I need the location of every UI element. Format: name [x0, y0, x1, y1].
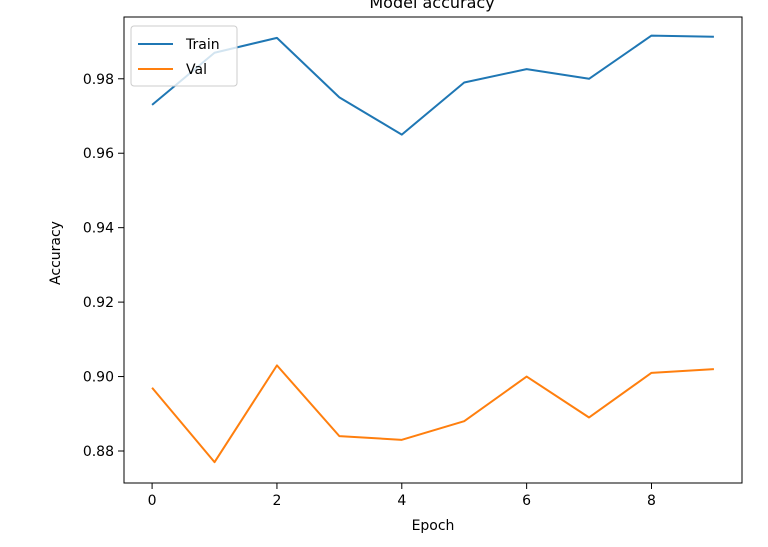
plot-frame	[123, 16, 743, 484]
y-tick-label: 0.96	[83, 146, 114, 162]
legend: Train Val	[130, 25, 238, 87]
y-tick-label: 0.90	[83, 370, 114, 386]
plot-area: 0.88 0.90 0.92 0.94 0.96 0.98 0 2 4 6 8	[83, 16, 743, 509]
y-tick-label: 0.92	[83, 295, 114, 311]
series-line-val	[151, 364, 714, 464]
x-tick-label: 6	[522, 493, 531, 509]
legend-box	[130, 25, 238, 87]
legend-train-label: Train	[185, 37, 220, 53]
x-tick-label: 4	[397, 493, 406, 509]
y-tick-label: 0.88	[83, 444, 114, 460]
series-layer	[151, 34, 714, 464]
y-tick-label: 0.94	[83, 221, 114, 237]
y-axis-label: Accuracy	[48, 221, 64, 285]
x-axis: 0 2 4 6 8	[148, 483, 656, 509]
x-tick-label: 0	[148, 493, 157, 509]
chart-title: Model accuracy	[369, 0, 494, 12]
x-tick-label: 8	[647, 493, 656, 509]
legend-val-label: Val	[186, 62, 207, 78]
series-line-train	[151, 34, 714, 136]
x-axis-label: Epoch	[412, 518, 455, 534]
y-axis: 0.88 0.90 0.92 0.94 0.96 0.98	[83, 72, 124, 460]
x-tick-label: 2	[272, 493, 281, 509]
y-tick-label: 0.98	[83, 72, 114, 88]
